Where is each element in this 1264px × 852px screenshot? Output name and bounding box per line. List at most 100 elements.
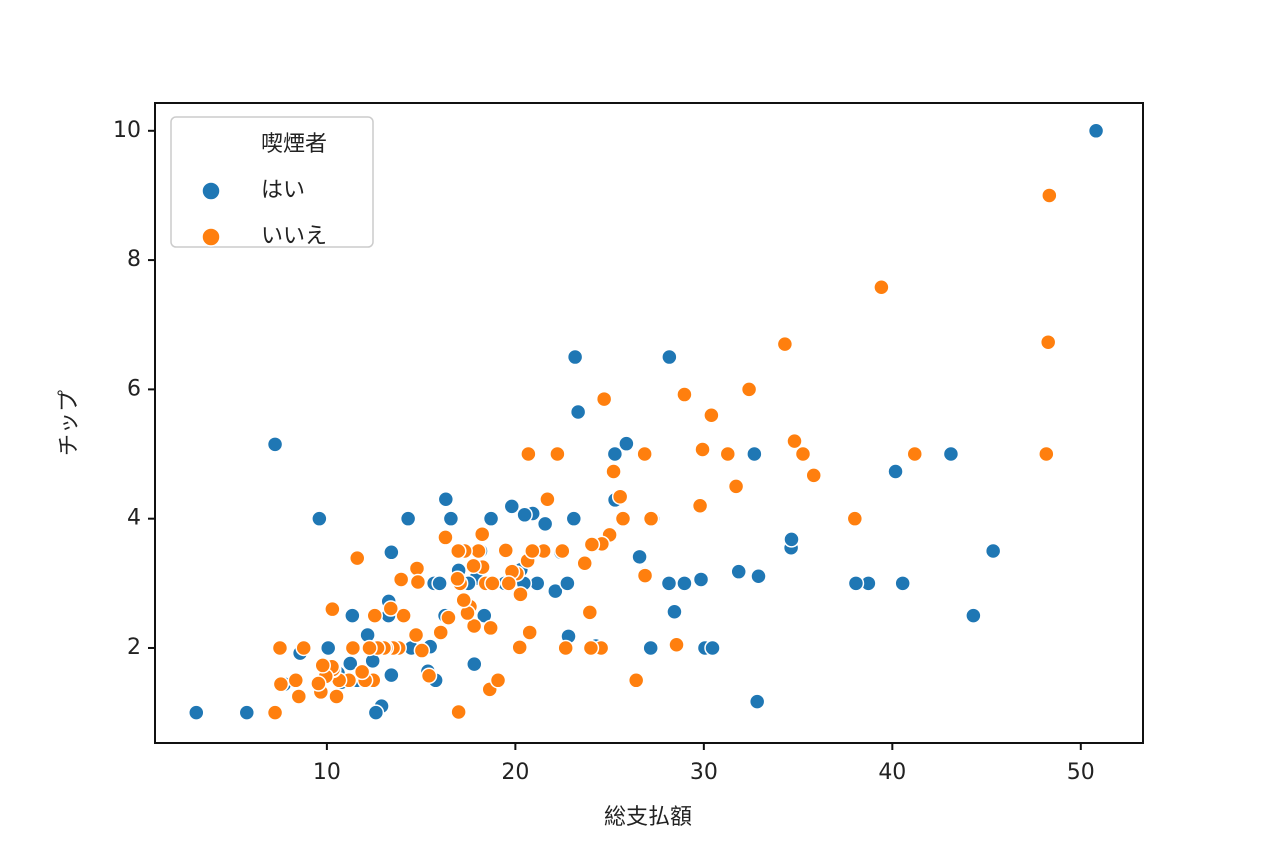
point (846, 510, 864, 527)
point (660, 575, 678, 592)
point (583, 536, 601, 553)
point (314, 657, 331, 674)
point (627, 672, 645, 689)
point (319, 639, 337, 657)
point (342, 655, 359, 672)
point (704, 639, 721, 657)
point (348, 549, 366, 567)
point (361, 639, 378, 657)
point (290, 688, 308, 705)
point (557, 639, 574, 657)
point (984, 542, 1002, 560)
point (668, 636, 685, 653)
point (569, 403, 587, 421)
point (1087, 122, 1105, 140)
point (666, 603, 683, 621)
point (295, 639, 312, 657)
point (366, 607, 384, 624)
legend-marker (201, 227, 221, 247)
point (516, 506, 533, 524)
point (392, 571, 410, 588)
y-tick-label: 6 (127, 376, 141, 401)
point (794, 445, 812, 463)
x-axis-label: 総支払額 (604, 805, 692, 830)
y-axis-label: チップ (57, 390, 82, 456)
point (1038, 445, 1055, 463)
point (554, 542, 571, 560)
x-tick-label: 20 (501, 760, 529, 785)
legend-box (170, 116, 374, 248)
point (1039, 333, 1057, 351)
point (565, 510, 583, 527)
point (353, 663, 371, 681)
point (503, 498, 521, 515)
point (188, 704, 205, 721)
point (497, 542, 515, 559)
point (328, 688, 345, 705)
legend-label: いいえ (261, 224, 327, 249)
point (606, 445, 624, 463)
point (465, 557, 482, 575)
point (942, 445, 960, 463)
point (311, 510, 328, 527)
point (310, 675, 327, 692)
point (631, 548, 648, 566)
point (595, 390, 613, 408)
point (482, 510, 500, 527)
point (266, 436, 284, 453)
point (776, 335, 794, 353)
point (409, 573, 427, 591)
point (287, 672, 305, 689)
point (581, 604, 599, 621)
point (266, 704, 284, 721)
point (906, 445, 924, 463)
x-tick-label: 10 (313, 760, 341, 785)
point (549, 445, 566, 463)
point (383, 666, 400, 684)
point (407, 626, 425, 644)
point (582, 639, 600, 657)
point (383, 544, 400, 561)
x-tick-label: 30 (690, 760, 718, 785)
y-tick-label: 2 (127, 635, 141, 660)
point (442, 510, 460, 527)
point (805, 467, 822, 484)
point (271, 639, 289, 657)
legend-marker (201, 181, 221, 201)
point (520, 445, 537, 463)
point (470, 542, 487, 560)
point (642, 510, 660, 527)
point (420, 667, 438, 685)
point (642, 639, 659, 657)
y-tick-label: 8 (127, 247, 141, 272)
point (636, 567, 654, 584)
point (473, 525, 491, 543)
point (873, 278, 890, 296)
point (466, 655, 483, 673)
point (847, 575, 865, 592)
point (449, 570, 466, 588)
point (500, 575, 518, 592)
point (727, 478, 745, 495)
point (450, 542, 467, 560)
point (965, 607, 982, 624)
point (730, 563, 747, 580)
y-tick-label: 10 (113, 118, 141, 143)
point (547, 582, 564, 600)
point (536, 515, 554, 533)
point (566, 348, 584, 366)
point (324, 600, 341, 618)
point (344, 639, 362, 657)
point (676, 575, 693, 592)
point (661, 348, 678, 366)
point (691, 497, 709, 514)
point (887, 463, 904, 480)
y-tick-label: 4 (127, 506, 141, 531)
point (431, 575, 448, 592)
point (618, 435, 635, 452)
x-tick-label: 50 (1067, 760, 1095, 785)
point (783, 531, 800, 548)
point (395, 607, 412, 624)
point (740, 381, 758, 398)
